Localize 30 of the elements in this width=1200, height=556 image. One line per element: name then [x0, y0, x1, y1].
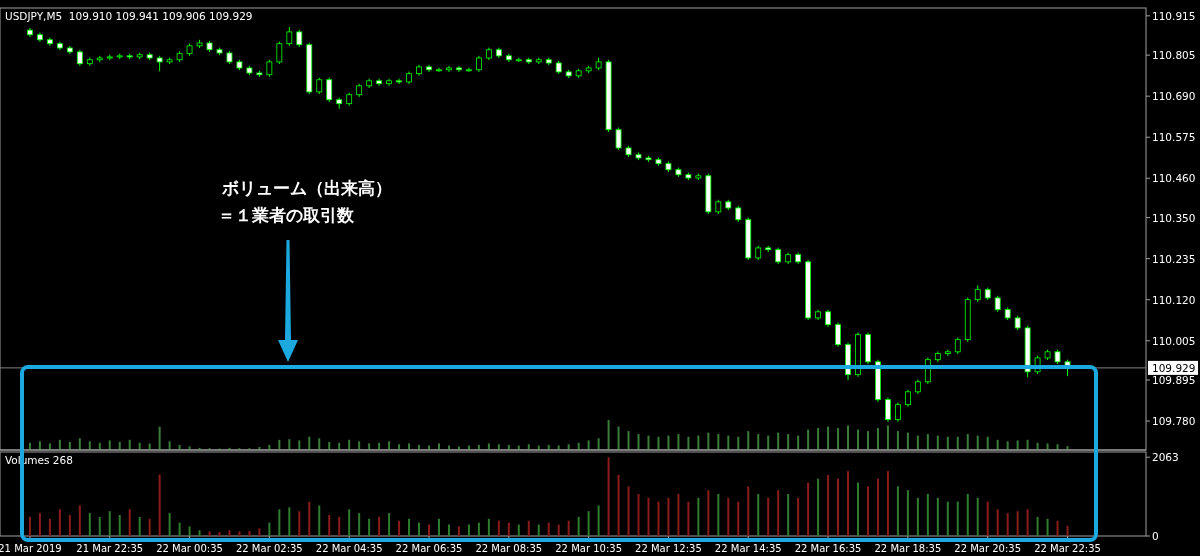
y-tick-label: 110.460 — [1152, 172, 1196, 185]
x-tick-label: 21 Mar 22:35 — [76, 543, 144, 554]
y-tick-label: 110.120 — [1152, 293, 1196, 306]
y-tick-label: 109.780 — [1152, 415, 1196, 428]
annotation: ＝１業者の取引数 — [218, 205, 355, 225]
y-tick-label: 110.575 — [1152, 131, 1196, 144]
x-tick-label: 22 Mar 12:35 — [635, 543, 702, 554]
y-tick-label: 2063 — [1152, 451, 1179, 464]
chart-title: USDJPY,M5 109.910 109.941 109.906 109.929 — [5, 10, 253, 22]
y-tick-label: 0 — [1152, 530, 1159, 542]
x-tick-label: 22 Mar 00:35 — [156, 543, 223, 554]
x-tick-label: 22 Mar 10:35 — [555, 543, 623, 554]
y-tick-label: 110.005 — [1152, 334, 1196, 347]
y-tick-label: 110.235 — [1152, 252, 1196, 265]
ref-line-label: 109.929 — [1152, 361, 1196, 374]
x-tick-label: 22 Mar 22:35 — [1034, 543, 1101, 554]
x-tick-label: 22 Mar 18:35 — [874, 543, 942, 554]
x-tick-label: 22 Mar 16:35 — [794, 543, 862, 554]
y-tick-label: 110.690 — [1152, 90, 1196, 103]
x-tick-label: 22 Mar 20:35 — [954, 543, 1022, 554]
x-tick-label: 22 Mar 08:35 — [475, 543, 543, 554]
y-tick-label: 110.915 — [1152, 9, 1196, 22]
x-tick-label: 22 Mar 14:35 — [714, 543, 782, 554]
y-tick-label: 109.895 — [1152, 374, 1196, 387]
y-tick-label: 110.350 — [1152, 211, 1196, 224]
y-tick-label: 110.805 — [1152, 49, 1196, 62]
x-tick-label: 22 Mar 04:35 — [315, 543, 383, 554]
x-tick-label: 22 Mar 02:35 — [235, 543, 303, 554]
annotation: ボリューム（出来高） — [221, 178, 392, 198]
x-tick-label: 22 Mar 06:35 — [395, 543, 463, 554]
